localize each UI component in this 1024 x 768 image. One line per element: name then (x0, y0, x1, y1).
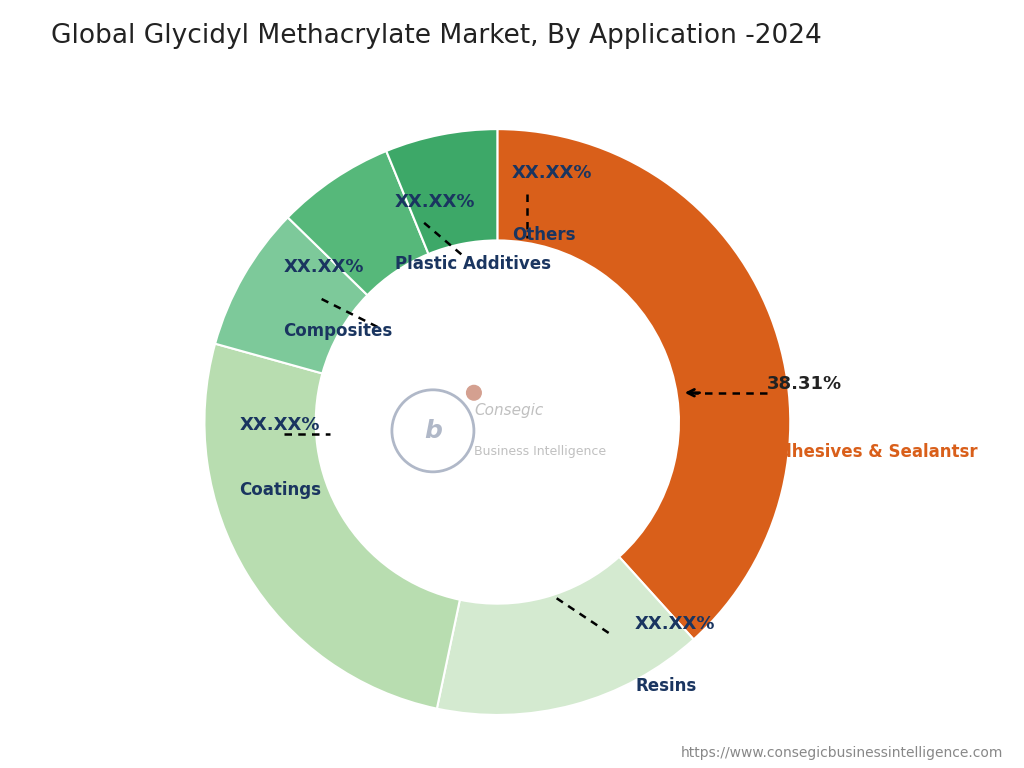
Wedge shape (498, 129, 791, 640)
Text: b: b (424, 419, 441, 443)
Wedge shape (288, 151, 428, 295)
Wedge shape (437, 557, 693, 715)
Text: Coatings: Coatings (240, 481, 322, 498)
Wedge shape (386, 129, 498, 254)
Text: XX.XX%: XX.XX% (284, 257, 364, 276)
Circle shape (467, 386, 481, 400)
Text: XX.XX%: XX.XX% (635, 615, 716, 633)
Text: XX.XX%: XX.XX% (512, 164, 593, 182)
Text: Resins: Resins (635, 677, 696, 695)
Text: XX.XX%: XX.XX% (395, 193, 475, 211)
Text: Consegic: Consegic (474, 403, 543, 418)
Text: Composites: Composites (284, 323, 393, 340)
Text: Business Intelligence: Business Intelligence (474, 445, 606, 458)
Text: https://www.consegicbusinessintelligence.com: https://www.consegicbusinessintelligence… (681, 746, 1004, 760)
Text: XX.XX%: XX.XX% (240, 415, 321, 434)
Text: Plastic Additives: Plastic Additives (395, 255, 551, 273)
Wedge shape (205, 344, 460, 709)
Text: Adhesives & Sealantsr: Adhesives & Sealantsr (767, 442, 978, 461)
Text: Others: Others (512, 226, 575, 243)
Text: Global Glycidyl Methacrylate Market, By Application -2024: Global Glycidyl Methacrylate Market, By … (51, 23, 822, 49)
Text: 38.31%: 38.31% (767, 375, 842, 392)
Wedge shape (215, 217, 368, 373)
